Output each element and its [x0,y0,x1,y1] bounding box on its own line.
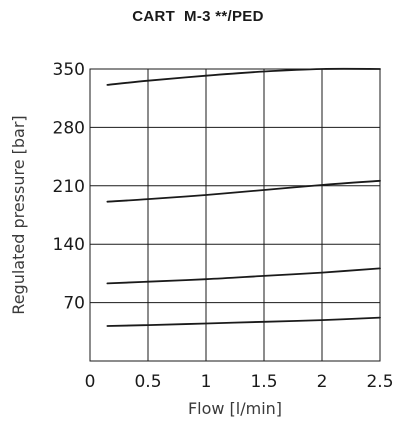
y-tick-label-3: 280 [53,118,85,138]
y-tick-label-4: 350 [53,60,85,80]
series-line-1 [106,67,381,86]
plot-frame [89,68,381,362]
y-axis-label: Regulated pressure [bar] [9,115,28,314]
x-tick-label-1: 0.5 [134,372,161,392]
chart-title: CART M-3 **/PED [132,8,264,25]
series-line-2 [106,179,381,203]
series-line-4 [106,316,381,327]
x-tick-label-2: 1 [201,372,212,392]
grid [89,68,381,362]
series-line-3 [106,267,381,285]
y-tick-label-1: 140 [53,235,85,255]
series-lines [106,67,381,327]
y-tick-label-0: 70 [63,294,85,314]
x-tick-label-5: 2.5 [366,372,393,392]
y-tick-label-2: 210 [53,177,85,197]
x-axis-label: Flow [l/min] [188,399,282,418]
tick-labels: 0 0.5 1 1.5 2 2.5 70 140 210 280 350 [53,60,394,392]
x-tick-label-0: 0 [85,372,96,392]
x-tick-label-3: 1.5 [250,372,277,392]
x-tick-label-4: 2 [317,372,328,392]
